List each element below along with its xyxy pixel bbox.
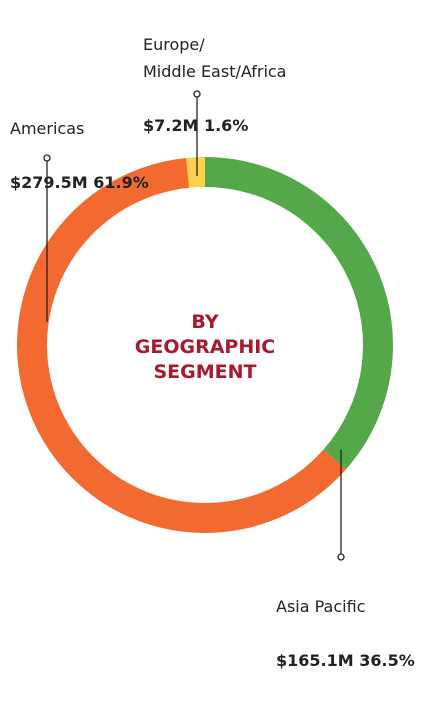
label: Europe/ Middle East/Africa $7.2M 1.6%: [143, 4, 286, 166]
slice: [205, 157, 393, 470]
category-label: Europe/ Middle East/Africa: [143, 35, 287, 81]
page: {"chart_data": {"type": "donut", "center…: [10, 4, 415, 670]
slice: [16, 157, 347, 534]
chart: [16, 90, 393, 561]
category-label: Asia Pacific: [276, 597, 366, 616]
slices: [16, 157, 393, 534]
leader-dot: [43, 154, 51, 162]
leader-dot: [337, 553, 345, 561]
center-label: BY GEOGRAPHIC SEGMENT: [134, 311, 276, 383]
label: Americas $279.5M 61.9%: [10, 88, 149, 223]
value-label: $7.2M 1.6%: [143, 116, 249, 135]
value-label: $279.5M 61.9%: [10, 173, 149, 192]
category-label: Americas: [10, 119, 85, 138]
leaders: [43, 90, 345, 561]
slice: [186, 157, 205, 188]
label: Asia Pacific $165.1M 36.5%: [276, 566, 415, 701]
value-label: $165.1M 36.5%: [276, 651, 415, 670]
leader-dot: [193, 90, 201, 98]
